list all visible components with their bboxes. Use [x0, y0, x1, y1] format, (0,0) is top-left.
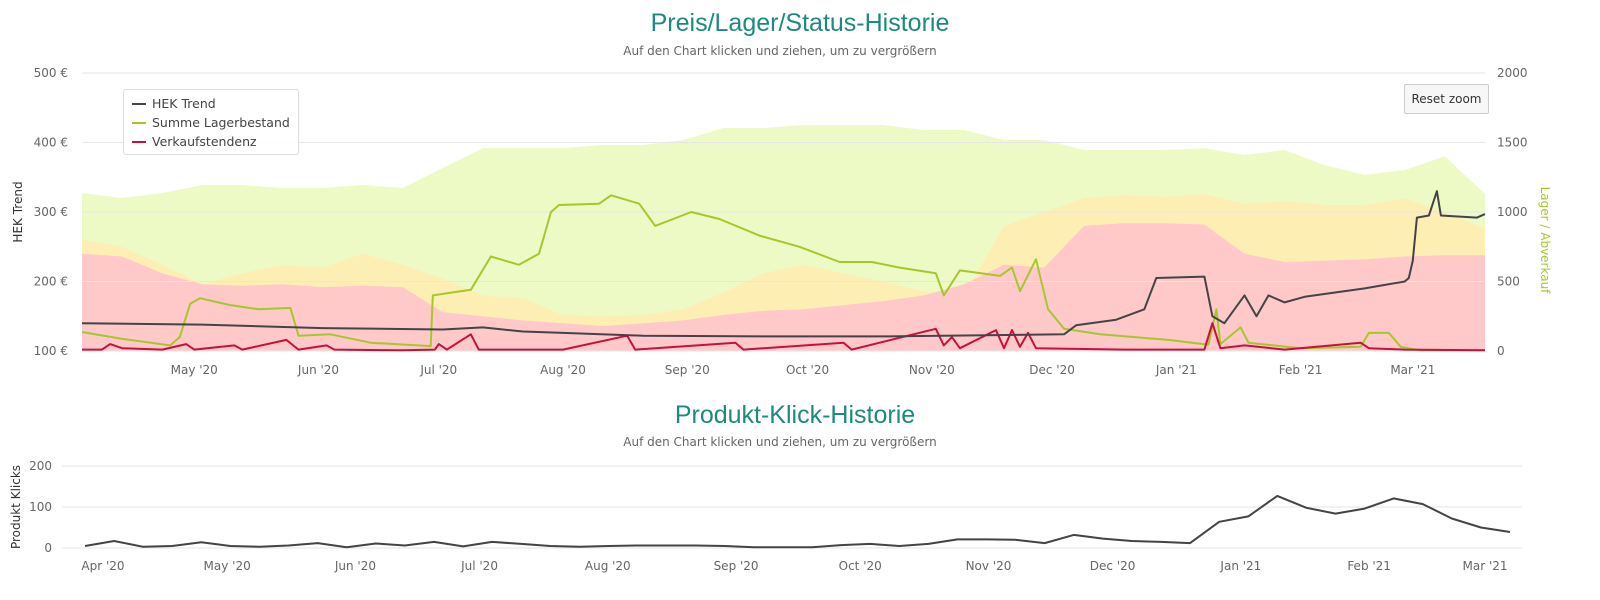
- x-tick-label: May '20: [171, 363, 218, 377]
- y-tick-right: 2000: [1497, 66, 1528, 80]
- x-tick-label: Aug '20: [540, 363, 586, 377]
- x-tick-label: Jul '20: [460, 559, 498, 573]
- x-tick-label: Oct '20: [839, 559, 882, 573]
- chart-subtitle-clicks: Auf den Chart klicken und ziehen, um zu …: [623, 435, 936, 449]
- chart-title-clicks: Produkt-Klick-Historie: [675, 401, 915, 429]
- x-tick-label: Feb '21: [1347, 559, 1391, 573]
- x-tick-label: Nov '20: [909, 363, 955, 377]
- reset-zoom-button[interactable]: Reset zoom: [1404, 84, 1489, 114]
- legend-item-verkaufstendenz[interactable]: Verkaufstendenz: [132, 132, 298, 151]
- y-tick-left: 200 €: [34, 275, 68, 289]
- x-tick-label: Mar '21: [1462, 559, 1507, 573]
- y-tick-right: 0: [1497, 344, 1505, 358]
- legend-label: HEK Trend: [152, 96, 216, 111]
- legend-swatch-icon: [132, 140, 146, 143]
- legend-label: Summe Lagerbestand: [152, 115, 290, 130]
- legend-item-hek-trend[interactable]: HEK Trend: [132, 94, 298, 113]
- series-line-summe-lagerbestand: [81, 194, 1485, 352]
- series-line-produkt-klicks: [84, 494, 1511, 549]
- x-tick-label: May '20: [204, 559, 251, 573]
- legend-item-lagerbestand[interactable]: Summe Lagerbestand: [132, 113, 298, 132]
- price-series: [81, 190, 1486, 352]
- legend: HEK Trend Summe Lagerbestand Verkaufsten…: [123, 89, 299, 155]
- y-tick-right: 500: [1497, 275, 1520, 289]
- y-tick-label: 0: [44, 541, 52, 555]
- y-tick-label: 100: [29, 500, 52, 514]
- x-tick-label: Sep '20: [714, 559, 759, 573]
- x-tick-label: Nov '20: [966, 559, 1012, 573]
- series-line-verkaufstendenz: [82, 322, 1486, 352]
- x-tick-label: Feb '21: [1279, 363, 1323, 377]
- legend-label: Verkaufstendenz: [152, 134, 257, 149]
- y-axis-title-left: HEK Trend: [11, 181, 25, 242]
- x-tick-label: Dec '20: [1090, 559, 1136, 573]
- y-axis-title-clicks: Produkt Klicks: [9, 465, 23, 549]
- x-tick-label: Jun '20: [334, 559, 376, 573]
- x-tick-label: Mar '21: [1390, 363, 1435, 377]
- y-tick-left: 400 €: [34, 136, 68, 150]
- legend-swatch-icon: [132, 121, 146, 124]
- y-tick-right: 1000: [1497, 205, 1528, 219]
- y-tick-left: 300 €: [34, 205, 68, 219]
- y-tick-left: 500 €: [34, 66, 68, 80]
- y-tick-right: 1500: [1497, 136, 1528, 150]
- price-grid: [82, 72, 1485, 352]
- chart-title-price: Preis/Lager/Status-Historie: [651, 9, 950, 37]
- x-tick-label: Jun '20: [297, 363, 339, 377]
- x-tick-label: Jul '20: [419, 363, 457, 377]
- x-tick-label: Jan '21: [1155, 363, 1197, 377]
- y-tick-label: 200: [29, 459, 52, 473]
- clicks-series: [84, 494, 1511, 549]
- price-axes: 100 € 0 200 € 500 300 € 1000 400 € 1500 500 € 200…: [34, 66, 1528, 377]
- x-tick-label: Jan '21: [1219, 559, 1261, 573]
- x-tick-label: Dec '20: [1029, 363, 1075, 377]
- legend-swatch-icon: [132, 102, 146, 105]
- x-tick-label: Sep '20: [665, 363, 710, 377]
- chart-subtitle-price: Auf den Chart klicken und ziehen, um zu …: [623, 44, 936, 58]
- x-tick-label: Aug '20: [585, 559, 631, 573]
- y-axis-title-right: Lager / Abverkauf: [1538, 187, 1552, 295]
- series-line-hek-trend: [81, 190, 1486, 338]
- x-tick-label: Oct '20: [786, 363, 829, 377]
- y-tick-left: 100 €: [34, 344, 68, 358]
- x-tick-label: Apr '20: [81, 559, 124, 573]
- clicks-axes: 0 100 200 Apr '20 May '20 Jun '20 Jul '20 Aug '…: [29, 459, 1507, 573]
